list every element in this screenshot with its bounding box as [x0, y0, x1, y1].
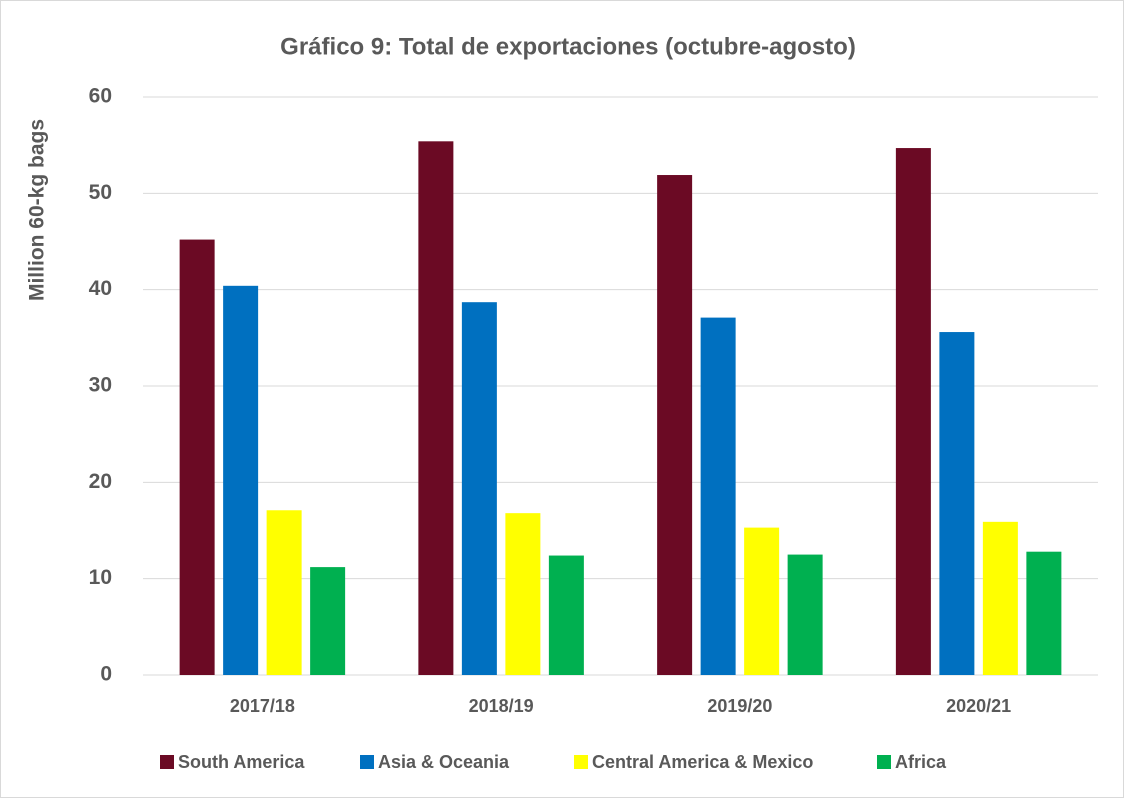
legend-swatch	[160, 755, 174, 769]
bar	[461, 302, 497, 675]
legend-swatch	[877, 755, 891, 769]
y-tick-label: 30	[89, 374, 112, 397]
y-tick-label: 10	[89, 566, 112, 589]
bar	[744, 527, 780, 675]
bar	[939, 332, 975, 675]
bar	[895, 148, 931, 676]
x-tick-label: 2020/21	[946, 696, 1011, 716]
y-tick-label: 20	[89, 470, 112, 493]
y-tick-label: 60	[89, 85, 112, 108]
bar	[700, 317, 736, 675]
legend-swatch	[574, 755, 588, 769]
y-tick-label: 50	[89, 181, 112, 204]
bar	[548, 555, 584, 675]
bar	[657, 175, 693, 675]
x-tick-label: 2017/18	[230, 696, 295, 716]
x-tick-label: 2018/19	[469, 696, 534, 716]
bar	[223, 285, 259, 675]
y-tick-label: 0	[100, 663, 112, 686]
bar	[310, 567, 346, 675]
bar	[1026, 551, 1062, 675]
bar	[505, 513, 541, 675]
legend-label: Central America & Mexico	[592, 752, 813, 772]
legend-label: Asia & Oceania	[378, 752, 510, 772]
bar	[787, 554, 823, 675]
x-tick-label: 2019/20	[707, 696, 772, 716]
y-axis-label: Million 60-kg bags	[26, 119, 49, 301]
y-tick-label: 40	[89, 277, 112, 300]
bar	[266, 510, 302, 675]
bar	[179, 239, 215, 675]
legend-swatch	[360, 755, 374, 769]
chart-title: Gráfico 9: Total de exportaciones (octub…	[280, 33, 856, 60]
legend-label: Africa	[895, 752, 947, 772]
legend-label: South America	[178, 752, 305, 772]
bar	[418, 141, 454, 675]
bar	[982, 521, 1018, 675]
